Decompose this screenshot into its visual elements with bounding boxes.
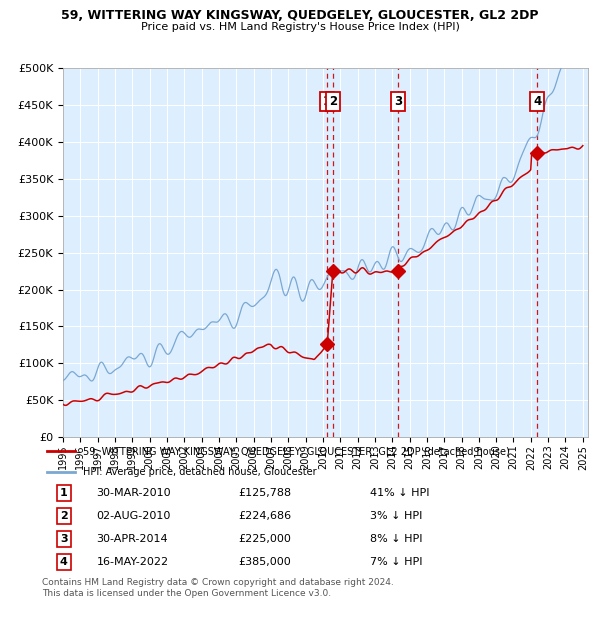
Text: 2: 2	[60, 511, 68, 521]
Text: 1: 1	[323, 95, 331, 108]
Text: 2: 2	[329, 95, 337, 108]
Text: £385,000: £385,000	[239, 557, 292, 567]
Text: 30-APR-2014: 30-APR-2014	[97, 534, 168, 544]
Text: 3% ↓ HPI: 3% ↓ HPI	[370, 511, 422, 521]
Text: £225,000: £225,000	[239, 534, 292, 544]
Text: 7% ↓ HPI: 7% ↓ HPI	[370, 557, 422, 567]
Text: 1: 1	[60, 488, 68, 498]
Text: 59, WITTERING WAY KINGSWAY, QUEDGELEY, GLOUCESTER, GL2 2DP (detached house): 59, WITTERING WAY KINGSWAY, QUEDGELEY, G…	[83, 446, 510, 456]
Text: 4: 4	[533, 95, 541, 108]
Text: £125,788: £125,788	[239, 488, 292, 498]
Text: 3: 3	[60, 534, 68, 544]
Text: 16-MAY-2022: 16-MAY-2022	[97, 557, 169, 567]
Text: This data is licensed under the Open Government Licence v3.0.: This data is licensed under the Open Gov…	[42, 589, 331, 598]
Text: 3: 3	[394, 95, 402, 108]
Text: 02-AUG-2010: 02-AUG-2010	[97, 511, 171, 521]
Text: 41% ↓ HPI: 41% ↓ HPI	[370, 488, 429, 498]
Text: Contains HM Land Registry data © Crown copyright and database right 2024.: Contains HM Land Registry data © Crown c…	[42, 578, 394, 587]
Text: 8% ↓ HPI: 8% ↓ HPI	[370, 534, 422, 544]
Text: 59, WITTERING WAY KINGSWAY, QUEDGELEY, GLOUCESTER, GL2 2DP: 59, WITTERING WAY KINGSWAY, QUEDGELEY, G…	[61, 9, 539, 22]
Text: Price paid vs. HM Land Registry's House Price Index (HPI): Price paid vs. HM Land Registry's House …	[140, 22, 460, 32]
Text: 30-MAR-2010: 30-MAR-2010	[97, 488, 171, 498]
Text: £224,686: £224,686	[239, 511, 292, 521]
Text: 4: 4	[60, 557, 68, 567]
Text: HPI: Average price, detached house, Gloucester: HPI: Average price, detached house, Glou…	[83, 467, 317, 477]
